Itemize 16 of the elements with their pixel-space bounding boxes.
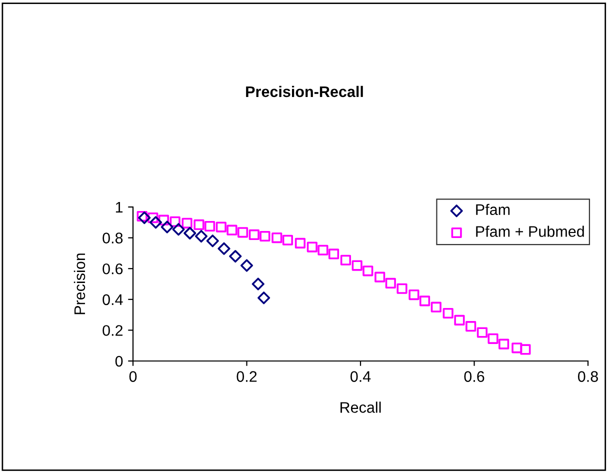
chart-title: Precision-Recall bbox=[246, 86, 363, 98]
y-tick-label: 0.2 bbox=[102, 325, 123, 336]
y-tick-label: 0.8 bbox=[102, 232, 123, 244]
x-tick-label: 0.4 bbox=[350, 371, 371, 382]
y-axis-title: Precision bbox=[74, 254, 86, 314]
legend-label: Pfam bbox=[476, 204, 510, 216]
x-tick-label: 0.8 bbox=[578, 371, 598, 382]
y-tick-label: 0.4 bbox=[102, 294, 123, 306]
x-tick-label: 0.6 bbox=[464, 371, 484, 382]
y-tick-label: 0.6 bbox=[102, 263, 123, 274]
y-tick-label: 0 bbox=[115, 356, 123, 367]
y-tick-label: 1 bbox=[116, 202, 123, 213]
x-tick-label: 0 bbox=[129, 371, 137, 382]
x-tick-label: 0.2 bbox=[236, 371, 257, 382]
x-axis-title: Recall bbox=[340, 402, 381, 413]
legend-label: Pfam + Pubmed bbox=[476, 226, 584, 237]
